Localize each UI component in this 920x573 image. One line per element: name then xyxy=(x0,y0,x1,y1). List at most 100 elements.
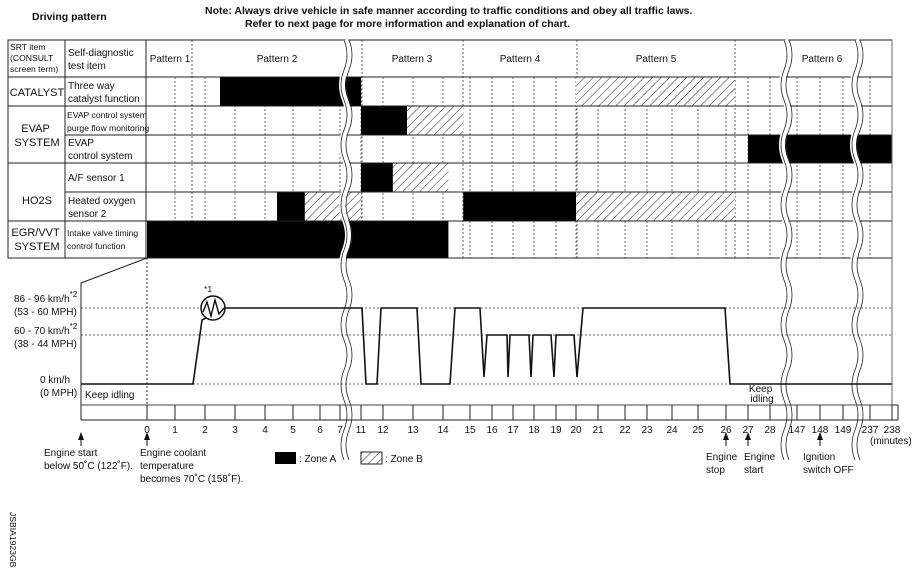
keep-idling-label-2: Keep idling xyxy=(749,384,775,405)
time-tick-label: 28 xyxy=(764,425,776,436)
speed-level-high-kmh: 86 - 96 km/h*2 xyxy=(14,290,78,305)
legend: : Zone A : Zone B xyxy=(275,451,423,465)
zone-a-bar xyxy=(361,163,393,192)
axis-break-gap xyxy=(779,38,791,462)
pattern-2-label: Pattern 2 xyxy=(257,54,298,65)
speed-axis-line xyxy=(80,257,148,420)
diagram-title: Driving pattern xyxy=(32,11,107,23)
zone-b-bar xyxy=(304,192,361,221)
speed-level-labels: 86 - 96 km/h*2 (53 - 60 MPH) 60 - 70 km/… xyxy=(14,290,78,399)
speed-profile-chart xyxy=(80,40,893,420)
time-tick-label: 0 xyxy=(144,425,150,436)
time-tick-label: 237 xyxy=(862,425,879,436)
note-line-2: Refer to next page for more information … xyxy=(245,18,570,30)
zone-bars xyxy=(147,77,892,258)
time-tick-label: 19 xyxy=(550,425,562,436)
event-engine-start-cold: Engine start below 50˚C (122˚F). xyxy=(44,448,133,472)
keep-idling-label: Keep idling xyxy=(85,390,134,401)
note-mark-1: *1 xyxy=(204,284,212,294)
axis-break-line xyxy=(340,39,348,461)
zone-a-bar xyxy=(748,135,892,163)
pattern-headers: Pattern 1 Pattern 2 Pattern 3 Pattern 4 … xyxy=(150,54,843,65)
time-tick-label: 148 xyxy=(812,425,829,436)
time-tick-label: 15 xyxy=(464,425,476,436)
speed-fluctuation-zigzag xyxy=(202,297,225,319)
zone-b-bar xyxy=(576,77,735,106)
axis-break-line xyxy=(780,39,788,461)
event-engine-stop: Engine stop xyxy=(706,452,740,476)
time-tick-label: 3 xyxy=(232,425,238,436)
time-tick-label: 25 xyxy=(692,425,704,436)
pattern-5-label: Pattern 5 xyxy=(636,54,677,65)
arrow-up-icon xyxy=(745,432,751,440)
time-tick-label: 17 xyxy=(507,425,519,436)
time-tick-label: 24 xyxy=(666,425,678,436)
arrow-up-icon xyxy=(723,432,729,440)
zone-a-bar xyxy=(147,221,449,258)
vehicle-speed-line xyxy=(81,307,892,385)
speed-level-high-mph: (53 - 60 MPH) xyxy=(14,307,77,318)
event-arrows xyxy=(78,432,823,446)
item-af-sensor-1: A/F sensor 1 xyxy=(68,173,125,184)
time-tick-label: 149 xyxy=(835,425,852,436)
item-heated-oxygen-sensor-2: Heated oxygen sensor 2 xyxy=(68,196,138,220)
time-tick-label: 23 xyxy=(641,425,653,436)
time-tick-label: 11 xyxy=(356,425,367,436)
speed-level-zero-kmh: 0 km/h xyxy=(40,375,70,386)
axis-break-line xyxy=(851,39,859,461)
event-engine-start: Engine start xyxy=(744,452,778,476)
axis-break-line xyxy=(856,39,864,461)
pattern-4-label: Pattern 4 xyxy=(500,54,541,65)
legend-zone-a-label: : Zone A xyxy=(299,454,337,465)
zone-b-bar xyxy=(392,163,449,192)
speed-level-mid-kmh: 60 - 70 km/h*2 xyxy=(14,322,78,337)
arrow-up-icon xyxy=(144,432,150,440)
legend-zone-b-swatch xyxy=(360,451,383,465)
time-tick-label: 22 xyxy=(619,425,631,436)
zone-a-bar xyxy=(220,77,361,106)
axis-break-gap xyxy=(339,38,351,462)
item-three-way-catalyst: Three way catalyst function xyxy=(68,81,140,105)
item-evap-purge-flow: EVAP control system purge flow monitorin… xyxy=(67,110,149,133)
time-tick-label: 14 xyxy=(437,425,449,436)
system-catalyst: CATALYST xyxy=(10,87,65,99)
zone-b-bar xyxy=(576,192,735,221)
arrow-up-icon xyxy=(78,432,84,440)
time-tick-label: 18 xyxy=(528,425,540,436)
item-intake-valve-timing: Intake valve timing control function xyxy=(67,228,141,251)
time-axis: 0 1 2 3 4 5 6 7 11 12 13 14 15 16 17 18 19 20 21 22 23 24 25 26… xyxy=(81,404,901,436)
zone-b-bar xyxy=(407,106,464,135)
time-tick-label: 21 xyxy=(592,425,604,436)
arrow-up-icon xyxy=(817,432,823,440)
pattern-1-label: Pattern 1 xyxy=(150,54,191,65)
time-tick-label: 5 xyxy=(290,425,296,436)
event-ignition-off: Ignition switch OFF xyxy=(803,452,854,476)
speed-level-zero-mph: (0 MPH) xyxy=(40,388,77,399)
time-tick-label: 26 xyxy=(720,425,732,436)
note-line-1: Note: Always drive vehicle in safe manne… xyxy=(205,5,692,17)
zone-a-bar xyxy=(361,106,407,135)
time-tick-label: 13 xyxy=(407,425,419,436)
system-evap: EVAP SYSTEM xyxy=(14,123,59,149)
legend-zone-a-swatch xyxy=(275,452,296,464)
speed-level-mid-mph: (38 - 44 MPH) xyxy=(14,339,77,350)
time-tick-label: 238 xyxy=(884,425,901,436)
time-tick-label: 7 xyxy=(337,425,343,436)
time-tick-label: 12 xyxy=(377,425,389,436)
time-tick-label: 2 xyxy=(202,425,208,436)
system-ho2s: HO2S xyxy=(22,195,52,207)
system-egr-vvt: EGR/VVT SYSTEM xyxy=(11,227,62,253)
table-lines xyxy=(7,38,893,462)
time-tick-label: 4 xyxy=(262,425,268,436)
header-srt-item: SRT item (CONSULT screen term) xyxy=(10,42,58,74)
header-test-item: Self-diagnostic test item xyxy=(68,48,136,72)
time-tick-label: 20 xyxy=(570,425,582,436)
zone-a-bar xyxy=(463,192,576,221)
axis-break-gap xyxy=(850,38,862,462)
time-tick-label: 6 xyxy=(317,425,323,436)
time-tick-label: 27 xyxy=(742,425,754,436)
axis-break-line xyxy=(345,39,353,461)
pattern-3-label: Pattern 3 xyxy=(392,54,433,65)
item-evap-control-system: EVAP control system xyxy=(68,138,132,162)
